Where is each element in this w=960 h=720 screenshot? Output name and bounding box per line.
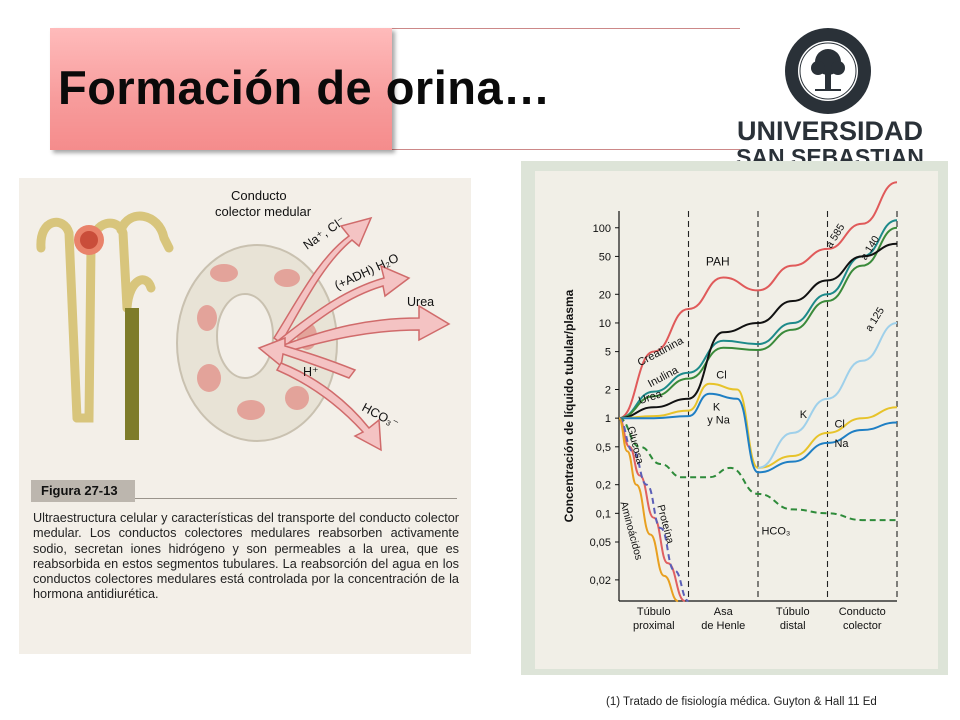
university-logo: UNIVERSIDAD SAN SEBASTIAN (735, 26, 925, 170)
x-segment-label: proximal (633, 620, 675, 632)
annotation-cl-late: Cl (834, 418, 844, 430)
y-tick-label: 20 (599, 289, 611, 301)
figure-label: Figura 27-13 (31, 480, 135, 502)
series-line-inulina (618, 226, 898, 420)
x-segment-label: Asa (714, 606, 734, 618)
collecting-duct-icon (125, 308, 139, 440)
logo-line-university: UNIVERSIDAD (736, 116, 924, 146)
y-tick-label: 2 (605, 384, 611, 396)
nephron-icon (36, 211, 174, 423)
y-tick-label: 50 (599, 251, 611, 263)
y-tick-label: 0,5 (596, 442, 611, 454)
tubular-concentration-chart: Concentración de líquido tubular/plasma … (535, 171, 938, 669)
title-frame (50, 28, 740, 150)
x-segment-label: distal (780, 620, 806, 632)
series-line-k-y-na (618, 392, 898, 474)
label-colector-medular: colector medular (215, 204, 312, 219)
y-tick-label: 0,2 (596, 480, 611, 492)
series-line-k (757, 322, 898, 469)
annotation-k-late: K (800, 409, 808, 421)
series-line-prote-na (618, 417, 689, 602)
y-tick-label: 0,02 (590, 575, 611, 587)
x-segment-label: Conducto (839, 606, 886, 618)
series-line-amino-cidos (618, 417, 679, 602)
x-segment-label: Túbulo (776, 606, 810, 618)
annotation-y-na: y Na (707, 414, 731, 426)
y-tick-label: 1 (605, 413, 611, 425)
series-line-hco3 (618, 417, 897, 522)
series-line-pah (618, 181, 898, 420)
label-urea: Urea (407, 295, 434, 309)
y-tick-label: 0,05 (590, 537, 611, 549)
transport-arrows (257, 216, 451, 452)
y-axis-label: Concentración de líquido tubular/plasma (562, 289, 576, 522)
university-seal-icon (785, 28, 871, 114)
x-segment-label: Túbulo (637, 606, 671, 618)
label-conducto: Conducto (231, 188, 287, 203)
slide-title: Formación de orina… (58, 61, 551, 114)
annotation-k-loop: K (713, 402, 721, 414)
figure-divider (135, 498, 457, 499)
series-line-urea (618, 242, 898, 420)
title-highlight (50, 28, 392, 150)
series-line-creatinina (618, 219, 898, 420)
y-tick-label: 100 (593, 223, 611, 235)
collecting-duct-illustration: Conducto colector medular Na⁺, Cl⁻ (+ADH… (36, 188, 451, 452)
x-segment-label: colector (843, 620, 882, 632)
annotation-na-late: Na (834, 438, 849, 450)
x-segment-label: de Henle (701, 620, 745, 632)
duct-cross-section-icon (176, 244, 338, 442)
y-tick-label: 10 (599, 318, 611, 330)
annotation-cl-loop: Cl (716, 370, 726, 382)
annotation-hco3: HCO₃ (761, 525, 790, 537)
annotation-pah: PAH (706, 255, 730, 269)
reference-footnote: (1) Tratado de fisiología médica. Guyton… (606, 696, 877, 708)
y-tick-label: 5 (605, 347, 611, 359)
label-h-plus: H⁺ (303, 365, 319, 379)
figure-caption: Ultraestructura celular y característica… (33, 511, 459, 602)
tubular-concentration-figure: Concentración de líquido tubular/plasma … (521, 161, 948, 675)
y-tick-label: 0,1 (596, 508, 611, 520)
collecting-duct-figure: Conducto colector medular Na⁺, Cl⁻ (+ADH… (19, 178, 471, 654)
